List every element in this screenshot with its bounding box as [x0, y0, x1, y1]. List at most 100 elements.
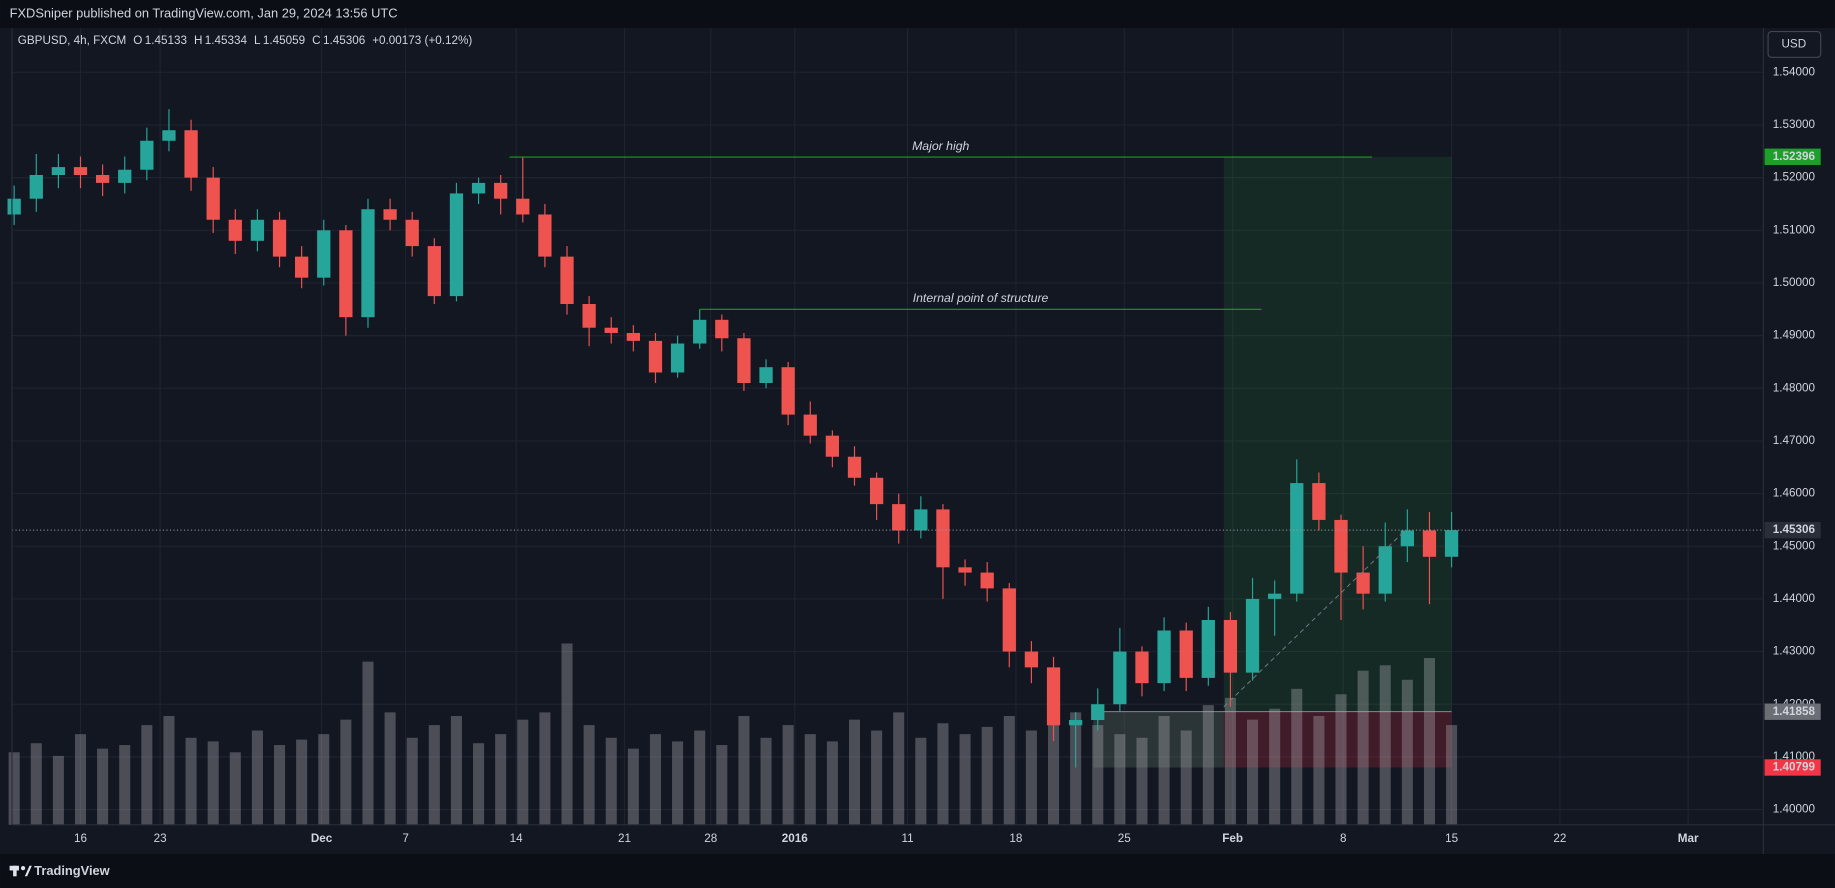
- x-tick-label: 18: [1009, 832, 1022, 845]
- candle-body: [1135, 651, 1149, 684]
- x-tick-label: 16: [74, 832, 87, 845]
- y-tick-label: 1.51000: [1773, 223, 1816, 236]
- y-tick-label: 1.46000: [1773, 487, 1816, 500]
- x-tick-label: Dec: [311, 832, 333, 845]
- currency-label: USD: [1781, 38, 1806, 51]
- x-tick-label: 23: [154, 832, 167, 845]
- candle-body: [516, 198, 530, 215]
- candle-body: [914, 509, 928, 531]
- candle-body: [1356, 572, 1370, 594]
- candle-body: [1179, 630, 1193, 678]
- volume-bar: [473, 743, 485, 825]
- legend-value: 1.45334: [205, 34, 248, 47]
- candle-body: [560, 256, 574, 305]
- volume-bar: [1423, 657, 1435, 825]
- position-stop: [1223, 711, 1452, 768]
- volume-bar: [450, 716, 462, 825]
- volume-bar: [1025, 730, 1037, 825]
- candle-body: [1245, 598, 1260, 673]
- candle-body: [7, 198, 21, 215]
- candle-body: [737, 338, 751, 384]
- volume-bar: [804, 734, 816, 825]
- x-tick-label: 8: [1340, 832, 1347, 845]
- footer-brand: TradingView: [34, 863, 111, 878]
- volume-bar: [340, 719, 352, 825]
- candle-body: [1024, 651, 1039, 668]
- candle-body: [405, 219, 419, 247]
- candle-body: [449, 193, 464, 297]
- candle-body: [1113, 651, 1127, 705]
- candle-body: [1268, 593, 1282, 599]
- candle-body: [892, 504, 906, 531]
- header-bar: [0, 0, 1835, 29]
- legend-value: 1.45306: [323, 34, 365, 47]
- volume-bar: [1335, 694, 1347, 825]
- volume-bar: [1003, 716, 1015, 825]
- volume-bar: [1180, 730, 1192, 825]
- volume-bar: [826, 741, 838, 825]
- volume-bar: [848, 719, 861, 825]
- legend-value: 1.45133: [145, 34, 187, 47]
- candle-body: [361, 209, 375, 318]
- x-tick-label: 15: [1445, 832, 1459, 845]
- y-tick-label: 1.43000: [1773, 645, 1816, 658]
- volume-bar: [959, 734, 971, 825]
- candle-body: [73, 167, 88, 175]
- x-tick-label: Mar: [1678, 832, 1699, 845]
- x-tick-label: 22: [1553, 832, 1566, 845]
- volume-bar: [871, 730, 883, 825]
- candle-body: [1334, 519, 1348, 573]
- volume-bar: [97, 748, 109, 825]
- y-tick-label: 1.49000: [1773, 329, 1816, 342]
- y-tick-label: 1.45000: [1773, 539, 1816, 552]
- volume-bar: [52, 755, 64, 825]
- candle-body: [781, 367, 795, 415]
- footer-bar: [0, 854, 1835, 888]
- candle-body: [339, 230, 353, 318]
- volume-bar: [1047, 719, 1060, 825]
- candle-body: [1422, 530, 1437, 557]
- zone: [1093, 711, 1224, 768]
- candle-body: [317, 230, 331, 278]
- candle-body: [626, 332, 640, 341]
- volume-bar: [981, 726, 993, 825]
- candle-body: [693, 319, 707, 344]
- currency-button[interactable]: [1767, 31, 1822, 58]
- volume-bar: [8, 752, 20, 825]
- price-tag-label: 1.52396: [1773, 150, 1816, 163]
- candle-body: [140, 140, 154, 170]
- volume-bar: [1114, 734, 1126, 825]
- candle-body: [1069, 720, 1083, 726]
- volume-bar: [30, 743, 42, 825]
- candle-body: [295, 256, 309, 278]
- volume-bar: [937, 723, 949, 825]
- publisher: FXDSniper published on TradingView.com, …: [10, 5, 398, 20]
- candle-body: [51, 167, 66, 175]
- volume-bar: [716, 745, 728, 825]
- x-tick-label: 28: [704, 832, 717, 845]
- volume-bar: [738, 716, 750, 825]
- volume-bar: [163, 716, 175, 825]
- candle-body: [538, 214, 552, 257]
- candle-body: [29, 174, 43, 199]
- x-tick-label: Feb: [1222, 832, 1243, 845]
- volume-bar: [185, 737, 197, 825]
- volume-bar: [539, 712, 551, 825]
- x-tick-label: 2016: [782, 832, 809, 845]
- volume-bar: [694, 730, 706, 825]
- volume-bar: [1247, 719, 1259, 825]
- candle-body: [980, 572, 994, 589]
- y-tick-label: 1.48000: [1773, 381, 1816, 394]
- candle-body: [1201, 619, 1215, 678]
- legend-key: H: [194, 34, 202, 47]
- candle-body: [803, 414, 817, 436]
- candle-body: [427, 246, 441, 297]
- y-tick-label: 1.54000: [1773, 65, 1816, 78]
- volume-bar: [517, 719, 529, 825]
- candle-body: [715, 319, 729, 339]
- y-tick-label: 1.44000: [1773, 592, 1816, 605]
- candle-body: [648, 340, 663, 373]
- candle-body: [95, 174, 110, 183]
